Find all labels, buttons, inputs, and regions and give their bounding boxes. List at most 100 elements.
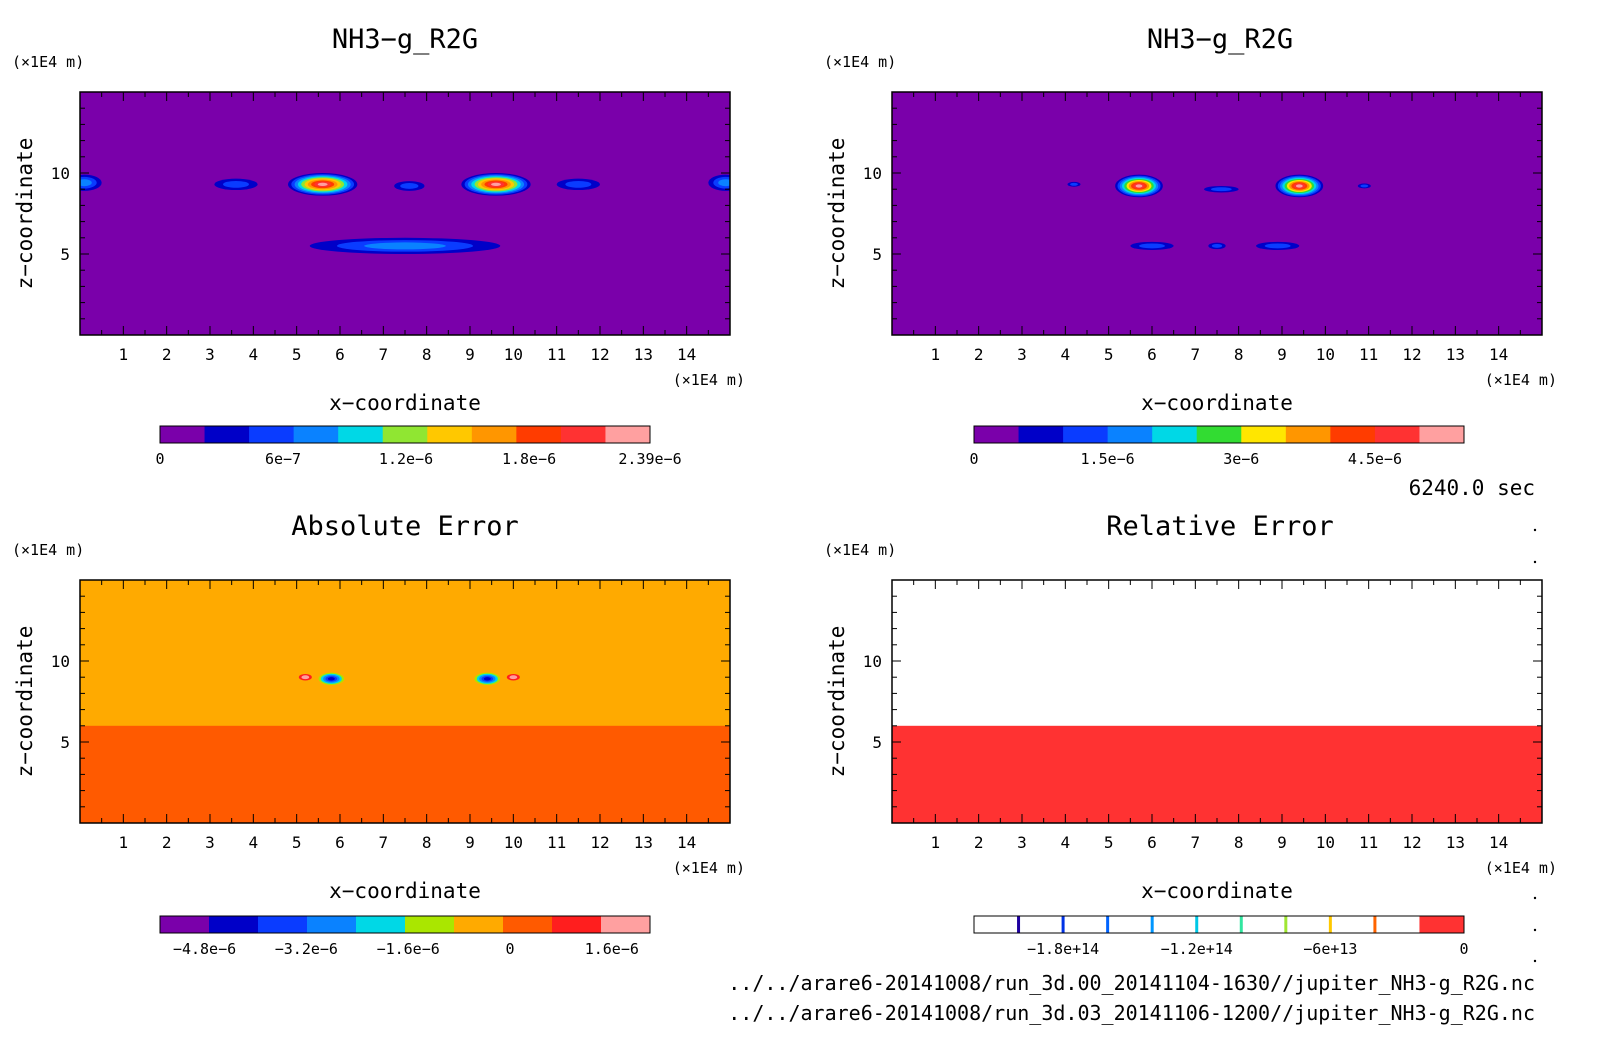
colorbar-swatch [204,426,250,443]
file-path-2: ../../arare6-20141008/run_3d.03_20141106… [728,1001,1535,1025]
panel-2: NH3−g_R2G(×1E4 m)(×1E4 m)1 2 3 4 5 6 7 8 9 10 11 12… [824,24,1557,468]
colorbar-tick-label: 1.5e−6 [1081,450,1135,468]
colorbar-swatch [1419,916,1465,933]
colorbar-swatch [356,916,406,933]
x-tick-label: 12 [1402,833,1421,852]
x-tick-label: 5 [292,345,302,364]
colorbar-tick-label: 1.2e−6 [379,450,433,468]
x-axis-label: x−coordinate [1141,391,1293,415]
panel-title: Absolute Error [291,511,519,542]
colorbar-swatch [503,916,553,933]
decorative-dots [1533,528,1537,963]
contour-feature-2 [1275,174,1324,198]
x-tick-label: 7 [379,345,389,364]
contour-level-2 [1264,243,1291,249]
field-background [892,92,1542,335]
contour-field [80,580,730,823]
x-tick-label: 14 [1489,345,1508,364]
colorbar-frame [159,425,651,444]
contour-feature-1 [316,671,347,687]
field-upper-region [892,580,1542,726]
x-tick-label: 11 [547,833,566,852]
x-tick-label: 12 [1402,345,1421,364]
contour-feature-2 [461,173,531,196]
colorbar-swatch [471,426,517,443]
colorbar: −4.8e−6 −3.2e−6 −1.6e−6 0 1.6e−6 [159,915,651,958]
x-tick-label: 3 [1017,345,1027,364]
x-tick-label: 5 [1104,345,1114,364]
colorbar-tick-label: −4.8e−6 [173,940,236,958]
colorbar-tick-label: 0 [1459,940,1468,958]
colorbar-swatch [1107,426,1153,443]
colorbar-frame [973,425,1465,444]
colorbar-tick-label: 2.39e−6 [618,450,681,468]
x-tick-label: 7 [1191,833,1201,852]
contour-level-10 [1135,184,1143,188]
contour-feature-4 [506,673,520,681]
x-tick-label: 7 [1191,345,1201,364]
contour-feature-4 [394,181,425,191]
z-axis-label: z−coordinate [13,626,37,778]
x-tick-label: 2 [974,833,984,852]
x-tick-label: 14 [677,833,696,852]
x-axis-label: x−coordinate [1141,879,1293,903]
x-tick-label: 10 [504,345,523,364]
x-tick-label: 13 [634,345,653,364]
x-tick-label: 3 [205,833,215,852]
z-unit-label: (×1E4 m) [12,53,84,71]
contour-field [80,92,730,335]
colorbar-swatch [258,916,308,933]
x-axis: 1 2 3 4 5 6 7 8 9 10 11 12 13 14 [79,580,731,852]
z-tick-label: 10 [51,652,70,671]
colorbar-tick-label: 1.8e−6 [502,450,556,468]
x-tick-label: 2 [974,345,984,364]
colorbar-swatch [1285,426,1331,443]
x-tick-label: 14 [1489,833,1508,852]
colorbar-swatch [1018,916,1064,933]
contour-level-3 [364,242,446,250]
contour-level-5 [1133,680,1136,681]
z-unit-label: (×1E4 m) [824,541,896,559]
contour-level-10 [491,182,501,186]
colorbar: 0 6e−7 1.2e−6 1.8e−6 2.39e−6 [155,425,682,468]
colorbar-swatch [1152,426,1198,443]
contour-level-1 [483,677,491,681]
x-tick-label: 6 [335,833,345,852]
colorbar-swatch [1196,916,1242,933]
colorbar-swatch [209,916,259,933]
contour-feature-5 [1357,183,1371,189]
x-tick-label: 11 [1359,833,1378,852]
colorbar-swatch [974,916,1020,933]
file-path-1: ../../arare6-20141008/run_3d.00_20141104… [728,971,1535,995]
colorbar-frame [973,915,1465,934]
x-tick-label: 4 [1061,833,1071,852]
x-axis: 1 2 3 4 5 6 7 8 9 10 11 12 13 14 [891,580,1543,852]
z-tick-label: 5 [60,245,70,264]
z-axis-label: z−coordinate [825,626,849,778]
field-background [80,92,730,335]
colorbar-swatch [293,426,339,443]
contour-feature-6 [1130,241,1174,250]
colorbar-tick-label: 6e−7 [265,450,301,468]
colorbar-swatch [249,426,295,443]
contour-level-5 [1307,680,1309,681]
colorbar-swatch [338,426,384,443]
colorbar-tick-label: 0 [505,940,514,958]
z-tick-label: 5 [872,245,882,264]
z-tick-label: 10 [51,164,70,183]
x-tick-label: 2 [162,345,172,364]
colorbar-swatch [552,916,602,933]
z-axis: 5 10 [863,579,1542,824]
contour-feature-3 [214,178,258,191]
contour-feature-4 [1204,185,1239,193]
colorbar-swatch [605,426,651,443]
colorbar-swatch [1419,426,1465,443]
x-tick-label: 5 [1104,833,1114,852]
z-axis: 5 10 [51,91,730,336]
colorbar-tick-label: −6e+13 [1303,940,1357,958]
x-tick-label: 1 [931,345,941,364]
x-tick-label: 3 [1017,833,1027,852]
z-tick-label: 10 [863,652,882,671]
colorbar-swatch [1152,916,1198,933]
